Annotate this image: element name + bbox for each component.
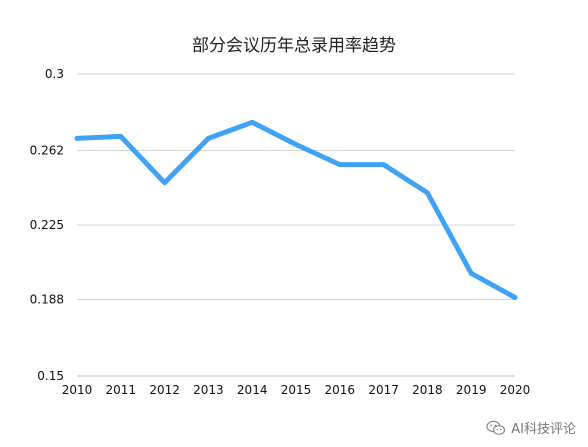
y-tick-label: 0.225 (30, 218, 64, 232)
y-tick-label: 0.188 (30, 292, 64, 306)
watermark-text: AI科技评论 (511, 422, 576, 437)
y-tick-label: 0.262 (30, 144, 64, 158)
wechat-icon (486, 420, 506, 436)
x-tick-label: 2016 (325, 383, 356, 397)
x-tick-label: 2012 (149, 383, 180, 397)
x-tick-label: 2011 (106, 383, 137, 397)
x-tick-label: 2018 (412, 383, 443, 397)
watermark: AI科技评论 (486, 418, 576, 437)
chart-title: 部分会议历年总录用率趋势 (192, 36, 396, 56)
x-tick-labels: 2010 2011 2012 2013 2014 2015 2016 2017 2018 2019… (62, 383, 531, 397)
y-tick-label: 0.3 (45, 67, 64, 81)
x-tick-label: 2010 (62, 383, 93, 397)
grid-lines (77, 73, 515, 377)
x-tick-label: 2019 (456, 383, 487, 397)
series-line (74, 119, 518, 300)
x-tick-label: 2015 (281, 383, 312, 397)
x-tick-label: 2014 (237, 383, 268, 397)
x-tick-label: 2013 (193, 383, 224, 397)
y-tick-label: 0.15 (37, 369, 64, 383)
series-lines (74, 119, 518, 300)
x-tick-label: 2020 (500, 383, 531, 397)
y-tick-labels: 0.15 0.188 0.225 0.262 0.3 (30, 67, 64, 383)
x-tick-label: 2017 (368, 383, 399, 397)
